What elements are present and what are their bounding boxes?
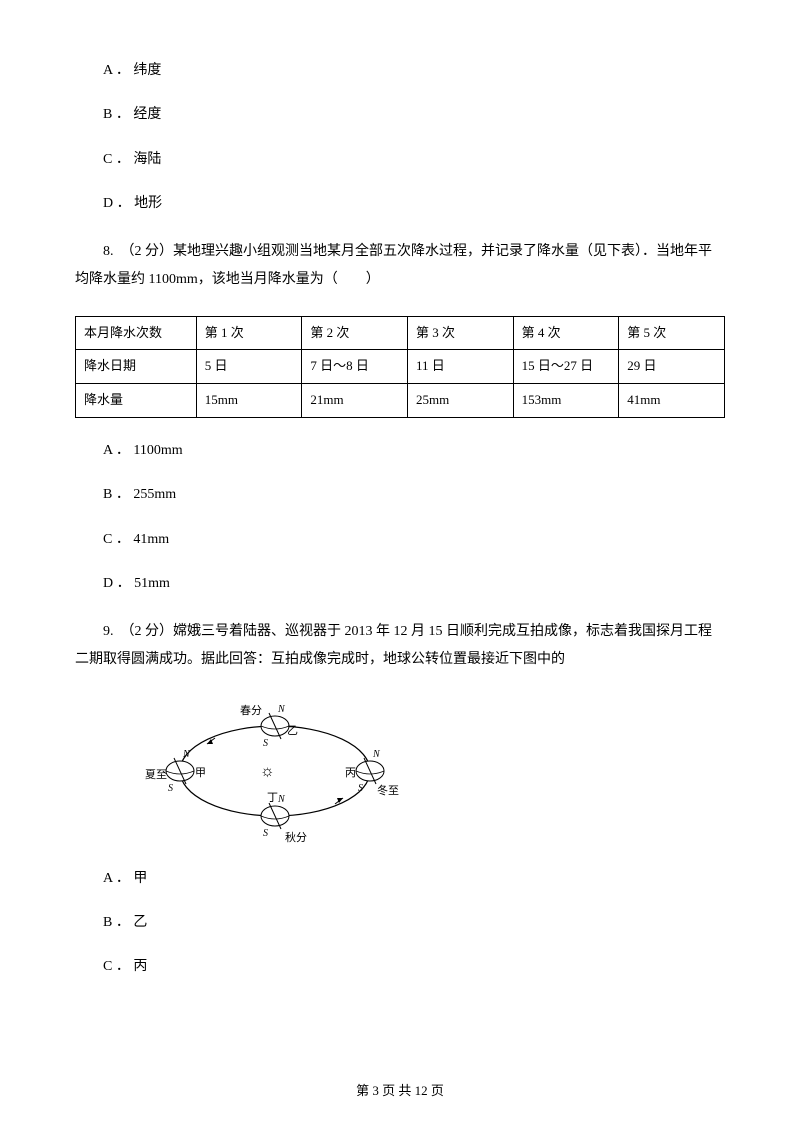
svg-text:秋分: 秋分 bbox=[285, 830, 307, 844]
table-row: 本月降水次数 第 1 次 第 2 次 第 3 次 第 4 次 第 5 次 bbox=[76, 316, 725, 350]
svg-text:N: N bbox=[277, 704, 286, 715]
q9-option-b: B ． 乙 bbox=[75, 912, 725, 934]
table-cell: 第 2 次 bbox=[302, 316, 408, 350]
table-cell: 第 3 次 bbox=[408, 316, 514, 350]
option-b: B ． 经度 bbox=[75, 104, 725, 126]
table-cell: 第 4 次 bbox=[513, 316, 619, 350]
table-cell: 11 日 bbox=[408, 350, 514, 384]
svg-text:冬至: 冬至 bbox=[377, 783, 399, 797]
svg-text:N: N bbox=[372, 749, 381, 760]
svg-text:甲: 甲 bbox=[195, 767, 206, 779]
option-d: D ． 地形 bbox=[75, 193, 725, 215]
svg-text:乙: 乙 bbox=[287, 724, 298, 737]
table-cell: 降水量 bbox=[76, 384, 197, 418]
option-c: C ． 海陆 bbox=[75, 149, 725, 171]
svg-text:丁: 丁 bbox=[267, 792, 278, 804]
svg-text:N: N bbox=[182, 749, 191, 760]
svg-text:S: S bbox=[263, 738, 268, 749]
table-cell: 153mm bbox=[513, 384, 619, 418]
q8-option-c: C ． 41mm bbox=[75, 529, 725, 551]
svg-text:春分: 春分 bbox=[240, 704, 262, 717]
table-cell: 5 日 bbox=[196, 350, 302, 384]
option-a: A ． 纬度 bbox=[75, 60, 725, 82]
svg-text:N: N bbox=[277, 794, 286, 805]
table-cell: 7 日～8 日 bbox=[302, 350, 408, 384]
table-cell: 21mm bbox=[302, 384, 408, 418]
table-cell: 29 日 bbox=[619, 350, 725, 384]
table-row: 降水量 15mm 21mm 25mm 153mm 41mm bbox=[76, 384, 725, 418]
q9-option-c: C ． 丙 bbox=[75, 956, 725, 978]
table-cell: 第 1 次 bbox=[196, 316, 302, 350]
table-row: 降水日期 5 日 7 日～8 日 11 日 15 日～27 日 29 日 bbox=[76, 350, 725, 384]
table-cell: 15mm bbox=[196, 384, 302, 418]
table-cell: 第 5 次 bbox=[619, 316, 725, 350]
table-cell: 15 日～27 日 bbox=[513, 350, 619, 384]
q8-option-b: B ． 255mm bbox=[75, 484, 725, 506]
q9-option-a: A ． 甲 bbox=[75, 868, 725, 890]
precipitation-table: 本月降水次数 第 1 次 第 2 次 第 3 次 第 4 次 第 5 次 降水日… bbox=[75, 316, 725, 418]
svg-text:S: S bbox=[358, 783, 363, 794]
svg-text:S: S bbox=[263, 828, 268, 839]
table-cell: 降水日期 bbox=[76, 350, 197, 384]
table-cell: 25mm bbox=[408, 384, 514, 418]
svg-text:夏至: 夏至 bbox=[145, 768, 167, 781]
orbit-diagram: ☼ N S 春分 乙 N S 秋分 丁 N S 夏至 甲 bbox=[145, 696, 405, 846]
q8-option-d: D ． 51mm bbox=[75, 573, 725, 595]
svg-text:丙: 丙 bbox=[345, 767, 356, 779]
q8-option-a: A ． 1100mm bbox=[75, 440, 725, 462]
sun-icon: ☼ bbox=[260, 763, 275, 780]
table-cell: 41mm bbox=[619, 384, 725, 418]
question-9: 9. （2 分）嫦娥三号着陆器、巡视器于 2013 年 12 月 15 日顺利完… bbox=[75, 618, 725, 674]
page-footer: 第 3 页 共 12 页 bbox=[0, 1081, 800, 1102]
svg-text:S: S bbox=[168, 783, 173, 794]
question-8: 8. （2 分）某地理兴趣小组观测当地某月全部五次降水过程，并记录了降水量（见下… bbox=[75, 238, 725, 294]
table-cell: 本月降水次数 bbox=[76, 316, 197, 350]
